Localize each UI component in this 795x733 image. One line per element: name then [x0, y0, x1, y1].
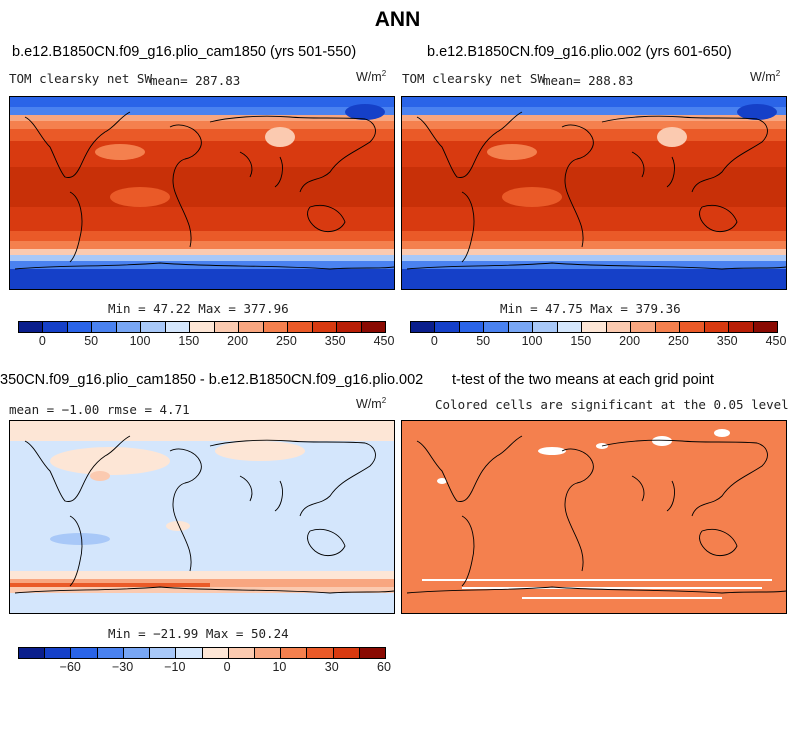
panel1-map — [9, 96, 395, 290]
colorbar-swatch — [228, 648, 255, 658]
colorbar-tick-label: 150 — [570, 334, 592, 348]
colorbar-swatch — [533, 322, 558, 332]
colorbar-tick-label: 0 — [430, 334, 438, 348]
colorbar-tick-label: 350 — [716, 334, 738, 348]
panel4-map-svg — [402, 421, 786, 613]
colorbar-swatch — [288, 322, 313, 332]
colorbar-swatch — [141, 322, 166, 332]
colorbar-swatch — [312, 322, 338, 332]
panel3-colorbar — [18, 647, 386, 659]
figure-title: ANN — [374, 8, 421, 31]
panel2-mean: mean= 288.83 — [543, 73, 634, 88]
colorbar-swatch — [459, 322, 485, 332]
panel1-map-svg — [10, 97, 394, 289]
colorbar-swatch — [333, 648, 360, 658]
colorbar-swatch — [508, 322, 534, 332]
colorbar-swatch — [116, 322, 142, 332]
colorbar-swatch — [484, 322, 509, 332]
colorbar-tick-label: 50 — [84, 334, 99, 348]
colorbar-tick-label: −10 — [164, 660, 186, 674]
panel1-mean: mean= 287.83 — [150, 73, 241, 88]
colorbar-swatch — [43, 322, 68, 332]
colorbar-tick-label: 10 — [272, 660, 287, 674]
panel2-title: b.e12.B1850CN.f09_g16.plio.002 (yrs 601-… — [427, 44, 732, 60]
panel3-map — [9, 420, 395, 614]
colorbar-swatch — [263, 322, 289, 332]
colorbar-tick-label: 450 — [373, 334, 395, 348]
panel2-minmax: Min = 47.75 Max = 379.36 — [500, 301, 681, 316]
colorbar-swatch — [753, 322, 778, 332]
colorbar-swatch — [307, 648, 334, 658]
colorbar-swatch — [361, 322, 386, 332]
colorbar-swatch — [67, 322, 93, 332]
colorbar-tick-label: 0 — [38, 334, 46, 348]
panel1-colorbar — [18, 321, 386, 333]
colorbar-tick-label: −30 — [111, 660, 134, 674]
colorbar-tick-label: 350 — [324, 334, 346, 348]
colorbar-swatch — [150, 648, 177, 658]
colorbar-swatch — [202, 648, 229, 658]
panel1-variable: TOM clearsky net SW — [9, 71, 152, 86]
colorbar-swatch — [729, 322, 754, 332]
colorbar-swatch — [45, 648, 72, 658]
colorbar-swatch — [337, 322, 362, 332]
colorbar-swatch — [19, 648, 46, 658]
colorbar-tick-label: 200 — [227, 334, 249, 348]
colorbar-tick-label: 450 — [765, 334, 787, 348]
panel4-title: t-test of the two means at each grid poi… — [452, 372, 714, 388]
panel2-map-svg — [402, 97, 786, 289]
colorbar-swatch — [176, 648, 203, 658]
colorbar-tick-label: 250 — [667, 334, 689, 348]
colorbar-swatch — [411, 322, 436, 332]
colorbar-swatch — [582, 322, 607, 332]
colorbar-swatch — [557, 322, 583, 332]
colorbar-swatch — [165, 322, 191, 332]
colorbar-tick-label: 50 — [476, 334, 491, 348]
colorbar-tick-label: −60 — [59, 660, 81, 674]
panel3-mean-rmse: mean = −1.00 rmse = 4.71 — [9, 402, 190, 417]
colorbar-swatch — [19, 322, 44, 332]
colorbar-swatch — [254, 648, 282, 658]
colorbar-swatch — [655, 322, 681, 332]
panel2-variable: TOM clearsky net SW — [402, 71, 545, 86]
panel1-colorbar-ticks: 0 50 100 150 200 250 350 450 — [18, 334, 395, 350]
colorbar-swatch — [435, 322, 460, 332]
colorbar-swatch — [359, 648, 386, 658]
colorbar-swatch — [214, 322, 240, 332]
colorbar-tick-label: 100 — [129, 334, 151, 348]
colorbar-tick-label: 60 — [377, 660, 391, 674]
colorbar-tick-label: 150 — [178, 334, 200, 348]
colorbar-tick-label: 100 — [521, 334, 543, 348]
colorbar-swatch — [680, 322, 705, 332]
panel3-minmax: Min = −21.99 Max = 50.24 — [108, 626, 289, 641]
colorbar-swatch — [92, 322, 117, 332]
panel3-colorbar-ticks: −60 −30 −10 0 10 30 60 — [18, 660, 391, 676]
panel2-units: W/m2 — [750, 69, 781, 85]
panel3-units: W/m2 — [356, 396, 387, 412]
panel4-note: Colored cells are significant at the 0.0… — [435, 397, 789, 412]
colorbar-swatch — [631, 322, 656, 332]
colorbar-swatch — [123, 648, 151, 658]
colorbar-swatch — [97, 648, 124, 658]
colorbar-tick-label: 250 — [275, 334, 297, 348]
panel2-map — [401, 96, 787, 290]
colorbar-tick-label: 30 — [324, 660, 339, 674]
panel1-minmax: Min = 47.22 Max = 377.96 — [108, 301, 289, 316]
panel4-map — [401, 420, 787, 614]
panel1-units: W/m2 — [356, 69, 387, 85]
panel2-colorbar-ticks: 0 50 100 150 200 250 350 450 — [410, 334, 787, 350]
colorbar-swatch — [704, 322, 730, 332]
colorbar-swatch — [281, 648, 308, 658]
panel3-title: 350CN.f09_g16.plio_cam1850 - b.e12.B1850… — [0, 372, 424, 388]
colorbar-tick-label: 200 — [619, 334, 641, 348]
colorbar-swatch — [239, 322, 264, 332]
panel2-colorbar — [410, 321, 778, 333]
colorbar-swatch — [606, 322, 632, 332]
colorbar-swatch — [71, 648, 98, 658]
colorbar-tick-label: 0 — [223, 660, 231, 674]
colorbar-swatch — [190, 322, 215, 332]
panel3-map-svg — [10, 421, 394, 613]
panel1-title: b.e12.B1850CN.f09_g16.plio_cam1850 (yrs … — [12, 44, 357, 60]
